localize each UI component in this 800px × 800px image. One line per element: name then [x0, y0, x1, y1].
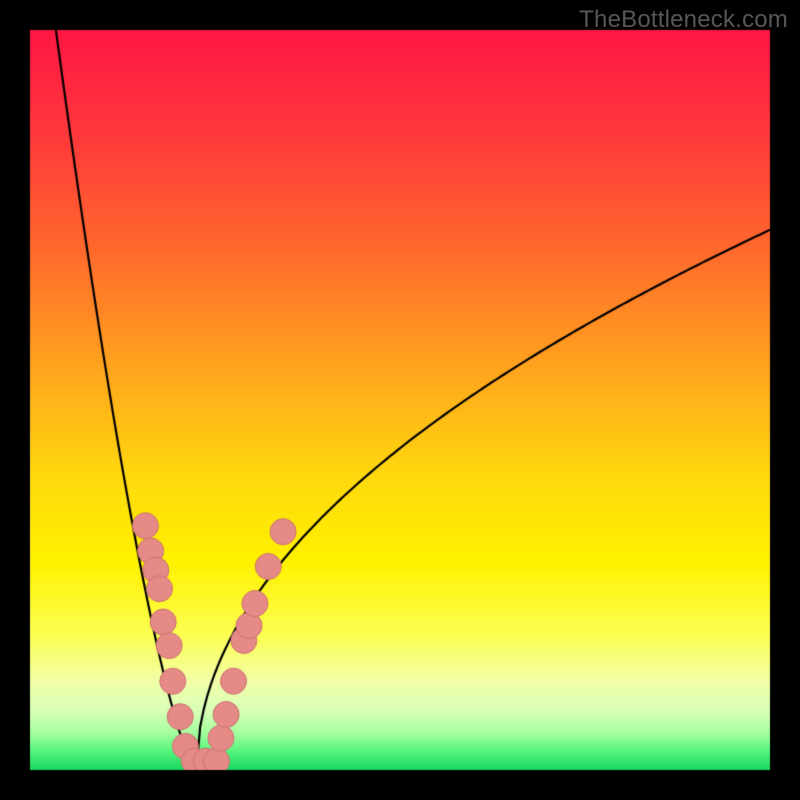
chart-container: TheBottleneck.com [0, 0, 800, 800]
chart-canvas [0, 0, 800, 800]
watermark-text: TheBottleneck.com [579, 6, 788, 34]
